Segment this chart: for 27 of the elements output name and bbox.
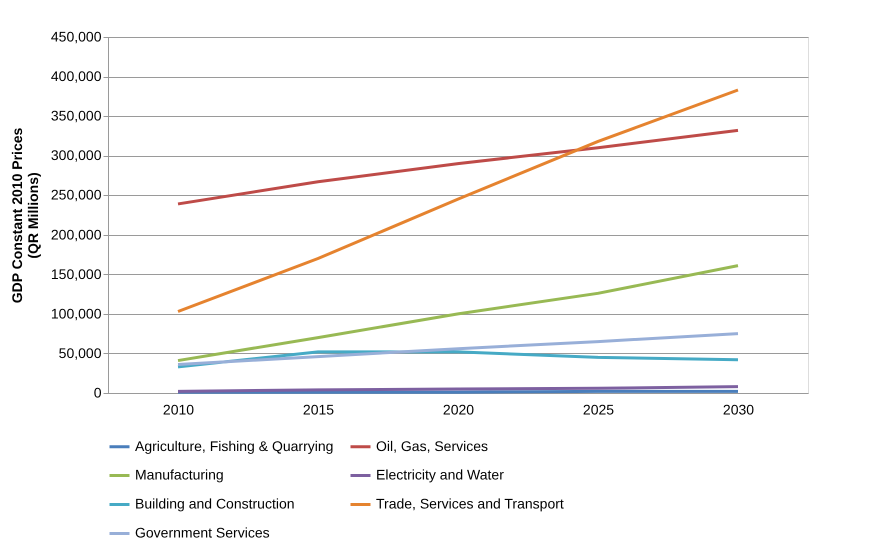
line-series — [176, 88, 740, 314]
x-tick-label: 2025 — [582, 402, 614, 418]
x-tick-label: 2020 — [442, 402, 474, 418]
legend-label: Agriculture, Fishing & Quarrying — [135, 438, 334, 454]
y-tick-label: 350,000 — [50, 108, 102, 124]
y-tick-label: 150,000 — [50, 266, 102, 282]
legend-label: Oil, Gas, Services — [376, 438, 488, 454]
legend-label: Building and Construction — [135, 496, 295, 512]
line-series — [176, 128, 740, 206]
x-tick-label: 2030 — [722, 402, 754, 418]
y-axis-title: GDP Constant 2010 Prices (QR Millions) — [8, 127, 41, 304]
legend-label: Electricity and Water — [376, 466, 504, 482]
y-tick-label: 100,000 — [50, 305, 102, 322]
line-series — [176, 264, 740, 362]
y-tick-label: 450,000 — [50, 28, 102, 44]
y-tick-label: 250,000 — [50, 186, 102, 203]
y-tick-label: 50,000 — [58, 344, 102, 361]
y-tick-label: 400,000 — [50, 68, 102, 84]
legend-label: Government Services — [135, 524, 270, 540]
y-tick-label: 300,000 — [50, 147, 102, 164]
x-tick-label: 2010 — [162, 402, 194, 418]
legend-label: Trade, Services and Transport — [376, 496, 564, 512]
y-tick-label: 200,000 — [50, 226, 102, 242]
x-tick-label: 2015 — [302, 402, 334, 418]
legend-label: Manufacturing — [135, 466, 224, 482]
y-tick-label: 0 — [94, 384, 102, 400]
line-series — [176, 332, 740, 366]
